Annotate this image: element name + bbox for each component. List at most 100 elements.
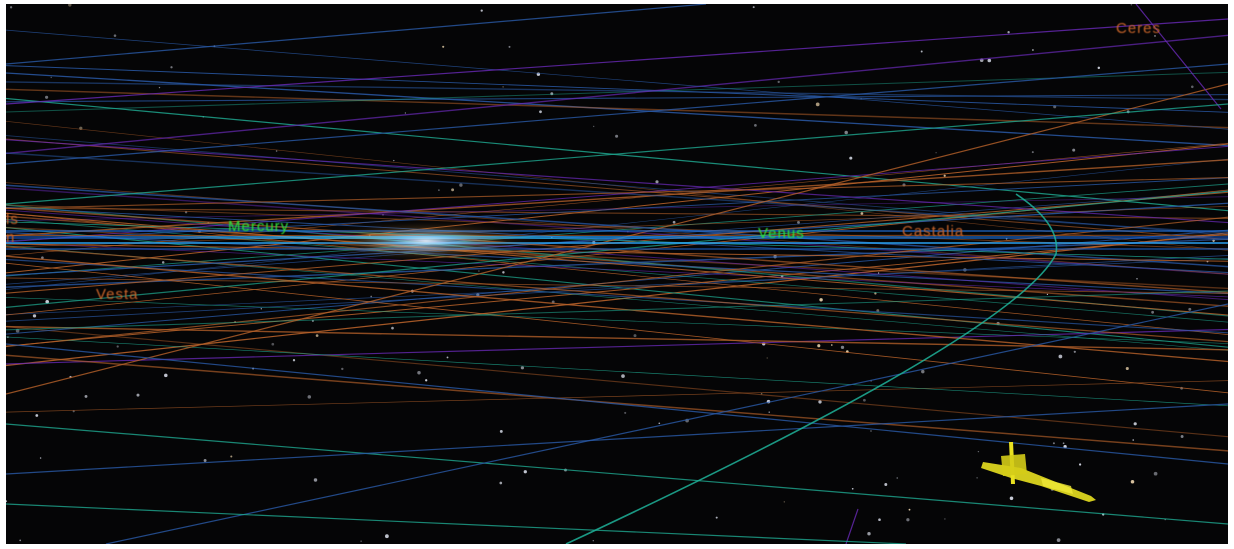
orbit-line — [6, 103, 1228, 205]
star — [768, 411, 770, 413]
orbit-line — [6, 258, 1228, 334]
star — [1058, 354, 1063, 359]
star — [520, 366, 525, 370]
star — [271, 342, 275, 346]
orbit-line — [6, 232, 1228, 367]
orbit-line — [6, 380, 1228, 413]
star — [161, 261, 165, 264]
orbit-line — [6, 143, 1228, 274]
orbit-line — [6, 34, 1228, 155]
star — [1072, 148, 1076, 152]
star — [1180, 435, 1184, 438]
star — [341, 367, 344, 371]
star — [615, 134, 619, 138]
orbit-line — [6, 328, 1228, 365]
orbit-line — [6, 326, 1228, 438]
star — [478, 270, 480, 272]
star — [72, 410, 75, 413]
orbit-line — [6, 212, 1228, 335]
orbit-line — [6, 207, 1228, 219]
star — [451, 188, 455, 192]
star — [1151, 310, 1155, 314]
orbit-line — [6, 262, 1228, 394]
star — [921, 369, 925, 374]
orbit-line — [6, 227, 1228, 348]
star — [831, 344, 833, 346]
star — [817, 344, 821, 348]
star — [260, 308, 262, 310]
orbit-line — [6, 207, 1228, 294]
orbit-line — [6, 503, 907, 544]
orbit-line — [6, 325, 1228, 351]
star — [851, 487, 854, 490]
orbit-line — [6, 242, 1228, 298]
star — [1031, 49, 1034, 51]
star — [976, 477, 978, 479]
orbit-line — [6, 403, 1228, 475]
star — [41, 256, 44, 260]
star — [158, 86, 161, 89]
star — [1133, 422, 1137, 426]
orbit-line — [6, 138, 1228, 241]
label-castalia[interactable]: Castalia — [902, 223, 965, 240]
orbit-line — [6, 177, 1228, 210]
star — [1007, 31, 1010, 34]
star — [1130, 4, 1133, 6]
ecliptic-band — [6, 219, 1228, 263]
star — [393, 159, 395, 162]
space-view[interactable]: Mercury Venus Castalia Vesta Ceres ls n — [6, 4, 1228, 544]
star — [84, 394, 88, 398]
orbit-line — [6, 65, 1228, 113]
orbit-line — [6, 63, 1228, 165]
orbit-line — [6, 88, 1228, 129]
sun-glow — [306, 219, 546, 263]
star — [1153, 471, 1158, 476]
star — [417, 370, 421, 375]
star — [943, 174, 946, 177]
teal-orbit-arc — [565, 193, 1058, 544]
star — [446, 356, 449, 359]
star — [230, 455, 233, 458]
star — [459, 183, 463, 187]
spacecraft-model-icon[interactable] — [981, 442, 1096, 502]
star — [292, 359, 296, 362]
label-edge-bottom: n — [6, 229, 16, 246]
star — [672, 220, 676, 224]
star — [1056, 538, 1061, 542]
orbit-line — [6, 297, 1228, 344]
label-venus[interactable]: Venus — [758, 225, 805, 242]
star — [404, 112, 407, 114]
star — [19, 539, 22, 542]
star — [1073, 350, 1076, 353]
star — [275, 150, 278, 152]
star — [539, 110, 542, 114]
orbit-line — [6, 423, 1228, 525]
label-mercury[interactable]: Mercury — [228, 218, 290, 235]
orbit-line — [6, 254, 1228, 322]
label-vesta[interactable]: Vesta — [96, 286, 139, 303]
label-ceres[interactable]: Ceres — [1116, 20, 1162, 37]
star — [593, 125, 595, 128]
orbit-line — [6, 81, 1228, 101]
star — [863, 398, 866, 402]
star — [935, 152, 937, 154]
star — [502, 86, 504, 88]
star — [136, 393, 140, 397]
star — [360, 540, 362, 542]
star — [45, 95, 49, 99]
star — [9, 6, 13, 9]
orbit-field — [6, 4, 1228, 544]
star — [878, 518, 881, 522]
star — [313, 478, 318, 482]
orbit-line — [6, 206, 1228, 248]
star — [438, 189, 440, 191]
star — [502, 271, 505, 274]
orbit-lines — [6, 4, 1228, 544]
star — [944, 518, 946, 520]
orbit-line — [6, 135, 1228, 236]
star — [499, 481, 503, 485]
star — [840, 345, 845, 350]
star — [752, 6, 755, 9]
star — [1125, 366, 1129, 371]
star — [1154, 34, 1156, 37]
